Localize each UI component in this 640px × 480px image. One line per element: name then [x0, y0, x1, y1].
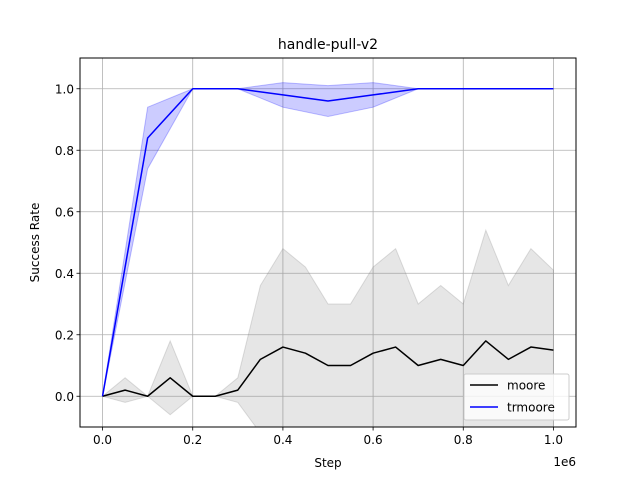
x-tick-label: 0.4 — [273, 433, 292, 447]
x-tick-label: 0.6 — [364, 433, 383, 447]
y-tick-label: 0.4 — [55, 267, 74, 281]
chart-title: handle-pull-v2 — [278, 37, 378, 53]
y-tick-label: 0.0 — [55, 390, 74, 404]
plot-frame — [79, 57, 577, 428]
line-trmoore — [101, 88, 554, 397]
x-axis-ticks: 0.0 0.2 0.4 0.6 0.8 1.0 — [93, 427, 563, 447]
x-tick-label: 0.0 — [93, 433, 112, 447]
band-trmoore — [102, 82, 554, 397]
y-tick-label: 0.2 — [55, 328, 74, 342]
legend: moore trmoore — [463, 373, 570, 421]
series-lines — [101, 88, 554, 397]
y-tick-label: 1.0 — [55, 82, 74, 96]
y-tick-label: 0.8 — [55, 144, 74, 158]
grid — [80, 58, 576, 427]
y-tick-label: 0.6 — [55, 205, 74, 219]
y-axis-ticks: 0.0 0.2 0.4 0.6 0.8 1.0 — [55, 82, 80, 404]
x-axis-offset-label: 1e6 — [553, 455, 576, 469]
x-tick-label: 1.0 — [544, 433, 563, 447]
x-tick-label: 0.2 — [183, 433, 202, 447]
legend-label-moore: moore — [507, 379, 545, 393]
legend-label-trmoore: trmoore — [507, 401, 555, 415]
y-axis-label: Success Rate — [28, 203, 42, 283]
x-axis-label: Step — [314, 456, 341, 470]
line-moore — [102, 340, 554, 397]
x-tick-label: 0.8 — [454, 433, 473, 447]
